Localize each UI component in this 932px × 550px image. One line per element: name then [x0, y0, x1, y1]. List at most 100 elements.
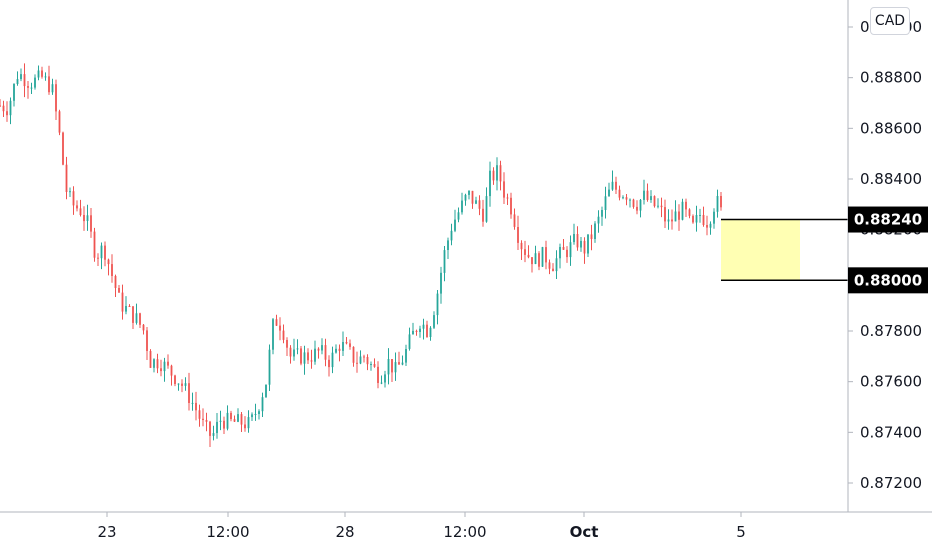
candle: [401, 355, 404, 366]
candle: [191, 392, 194, 411]
candle-body: [524, 249, 526, 255]
candle: [692, 214, 694, 224]
candle: [272, 318, 274, 355]
candle: [394, 352, 397, 381]
candle: [499, 160, 502, 191]
candle: [342, 331, 344, 356]
candle: [545, 240, 547, 270]
candle-body: [359, 356, 362, 364]
candle-body: [576, 234, 579, 248]
candle-body: [16, 79, 19, 84]
candle-body: [93, 231, 96, 258]
time-axis[interactable]: 23 12:00 28 12:00 Oct 5: [97, 512, 746, 541]
y-tick-label: 0.87800: [860, 322, 922, 340]
candle-body: [391, 359, 393, 373]
candle-body: [660, 205, 663, 208]
candle: [209, 420, 211, 447]
candle: [328, 355, 330, 377]
candle: [27, 81, 29, 99]
candle-body: [667, 219, 670, 222]
candle-body: [125, 306, 127, 312]
candle: [594, 221, 596, 243]
candle: [496, 157, 498, 191]
candle: [139, 312, 141, 328]
y-tick-label: 0.87600: [860, 373, 922, 391]
candle: [121, 284, 124, 320]
candle: [310, 349, 313, 369]
candle: [674, 200, 677, 222]
candle-body: [401, 362, 404, 365]
candle: [590, 224, 593, 251]
candle-body: [569, 242, 572, 258]
candle-body: [300, 348, 302, 364]
candle: [359, 350, 362, 365]
candle-body: [531, 257, 533, 265]
candle-body: [30, 87, 33, 89]
candle-body: [601, 210, 603, 217]
candle-body: [709, 223, 712, 228]
candle: [468, 190, 470, 200]
candle: [317, 347, 320, 359]
candle-body: [23, 74, 26, 87]
price-labels: 0.88240 0.88000: [848, 206, 928, 294]
candle: [65, 156, 68, 200]
candles-layer: [0, 63, 722, 447]
candle: [2, 100, 5, 117]
candle-body: [181, 383, 183, 386]
candle: [216, 413, 218, 439]
candle-body: [520, 242, 523, 250]
candle-body: [611, 181, 614, 190]
candle: [524, 240, 526, 263]
candle-body: [513, 214, 516, 227]
candle-body: [310, 360, 313, 362]
candle-body: [475, 200, 477, 204]
candle: [296, 339, 299, 355]
candle-body: [562, 247, 565, 250]
candle: [422, 318, 425, 340]
candle: [576, 226, 579, 251]
candle: [464, 193, 467, 206]
candle-body: [202, 418, 204, 420]
candle: [254, 403, 257, 421]
candle: [149, 349, 152, 368]
price-axis[interactable]: 0.890000.888000.886000.884000.882000.878…: [848, 18, 922, 492]
candle: [300, 346, 302, 366]
candle-body: [128, 306, 131, 307]
candle-body: [9, 100, 12, 116]
candle-body: [440, 272, 442, 294]
candle-body: [146, 330, 148, 351]
candle: [153, 358, 155, 373]
candle: [720, 192, 722, 211]
candle: [587, 234, 589, 257]
candle: [9, 97, 12, 125]
candle: [503, 172, 505, 204]
candle-body: [657, 205, 659, 207]
candle: [13, 83, 15, 107]
candle: [93, 227, 96, 262]
candle-body: [324, 345, 327, 360]
candle: [706, 215, 708, 236]
candle-body: [447, 240, 449, 250]
candle-body: [83, 215, 85, 222]
candle-body: [433, 315, 435, 328]
candle: [62, 131, 64, 166]
candle: [604, 186, 607, 219]
candle: [293, 338, 295, 361]
candle: [370, 361, 372, 371]
candle-body: [328, 359, 330, 368]
candle-body: [443, 250, 446, 273]
candle: [387, 348, 390, 385]
candle-body: [604, 196, 607, 210]
currency-badge[interactable]: CAD: [870, 7, 910, 35]
candle-body: [489, 170, 491, 197]
candle-body: [6, 111, 8, 116]
candle: [650, 190, 652, 203]
x-tick-label: Oct: [570, 523, 599, 541]
candle: [244, 416, 246, 432]
candle: [461, 192, 463, 215]
x-tick-label: 23: [97, 523, 116, 541]
candle: [37, 65, 40, 81]
candle: [198, 404, 201, 427]
candle-body: [685, 201, 687, 210]
